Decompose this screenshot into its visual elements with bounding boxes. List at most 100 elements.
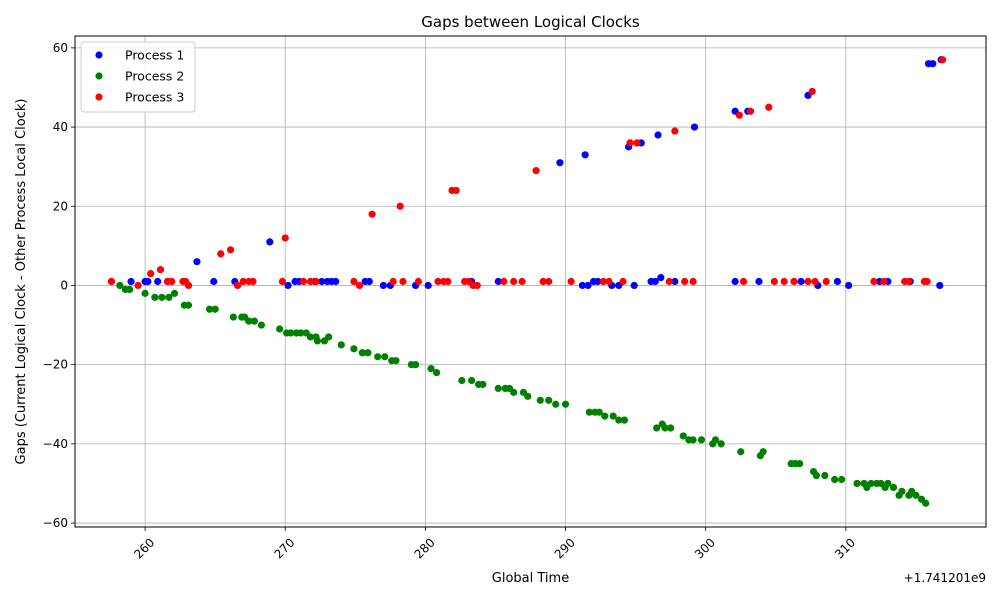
point-process-3 — [156, 266, 165, 274]
legend-label: Process 3 — [125, 90, 184, 105]
point-process-2 — [561, 400, 570, 408]
point-process-3 — [350, 277, 358, 286]
point-process-2 — [697, 436, 706, 444]
y-tick-label: 20 — [53, 199, 68, 213]
point-process-1 — [556, 159, 564, 167]
point-process-3 — [811, 277, 819, 286]
point-process-3 — [414, 277, 422, 286]
point-process-2 — [297, 329, 305, 337]
point-process-2 — [276, 325, 284, 333]
legend-label: Process 2 — [125, 69, 184, 84]
point-process-3 — [107, 277, 116, 286]
point-process-1 — [671, 277, 679, 286]
data-points — [107, 56, 947, 507]
point-process-3 — [605, 277, 613, 286]
legend: Process 1 Process 2 Process 3 — [80, 41, 196, 113]
x-tick-label: 290 — [552, 535, 578, 561]
y-axis-label: Gaps (Current Logical Clock - Other Proc… — [14, 99, 29, 465]
point-process-2 — [170, 289, 179, 297]
point-process-2 — [711, 436, 720, 444]
point-process-2 — [853, 479, 861, 488]
point-process-2 — [306, 333, 315, 341]
point-process-1 — [318, 277, 326, 286]
point-process-2 — [536, 396, 544, 404]
point-process-3 — [532, 167, 540, 175]
point-process-2 — [165, 293, 173, 301]
point-process-3 — [938, 56, 947, 64]
y-tick-label: −20 — [43, 358, 68, 372]
point-process-1 — [630, 281, 638, 290]
point-process-3 — [822, 277, 830, 286]
point-process-3 — [510, 277, 518, 286]
x-tick-label: 300 — [692, 535, 718, 561]
point-process-1 — [936, 281, 944, 290]
point-process-3 — [518, 277, 526, 286]
point-process-3 — [905, 277, 913, 286]
point-process-1 — [379, 281, 387, 290]
point-process-2 — [889, 483, 898, 492]
point-process-2 — [620, 416, 629, 424]
point-process-2 — [679, 432, 687, 440]
point-process-3 — [681, 277, 689, 286]
point-process-1 — [594, 277, 602, 286]
point-process-1 — [578, 281, 586, 290]
point-process-2 — [381, 353, 389, 361]
point-process-2 — [795, 460, 804, 468]
point-process-2 — [151, 293, 159, 301]
point-process-2 — [821, 471, 829, 480]
point-process-1 — [833, 277, 842, 286]
point-process-3 — [539, 277, 547, 286]
point-process-2 — [667, 424, 675, 432]
point-process-2 — [158, 293, 166, 301]
point-process-3 — [923, 277, 931, 286]
point-process-2 — [250, 317, 258, 325]
point-process-2 — [838, 475, 846, 484]
point-process-3 — [545, 277, 553, 286]
point-process-3 — [780, 277, 788, 286]
point-process-1 — [193, 258, 201, 266]
point-process-1 — [494, 277, 502, 286]
point-process-2 — [922, 499, 930, 507]
point-process-3 — [281, 234, 289, 242]
point-process-1 — [731, 277, 739, 286]
point-process-3 — [626, 139, 634, 147]
axis-ticks: 260 270 280 290 300 310 −60 −40 −20 0 20 40 60 — [43, 41, 859, 562]
point-process-3 — [147, 269, 155, 278]
point-process-2 — [867, 479, 875, 488]
point-process-2 — [364, 349, 372, 357]
point-process-1 — [654, 131, 662, 139]
point-process-3 — [299, 277, 308, 286]
point-process-1 — [154, 277, 162, 286]
point-process-2 — [411, 361, 420, 369]
legend-frame — [80, 41, 196, 113]
point-process-2 — [257, 321, 266, 329]
x-tick-label: 260 — [131, 535, 157, 561]
point-process-3 — [770, 277, 778, 286]
point-process-2 — [545, 396, 553, 404]
point-process-1 — [284, 281, 292, 290]
x-axis-label: Global Time — [492, 571, 569, 586]
x-tick-label: 270 — [271, 535, 297, 561]
point-process-3 — [765, 103, 773, 111]
point-process-2 — [468, 376, 476, 385]
point-process-3 — [567, 277, 575, 286]
point-process-1 — [651, 277, 659, 286]
point-process-3 — [355, 281, 364, 290]
point-process-3 — [399, 277, 407, 286]
point-process-2 — [609, 412, 617, 420]
point-process-2 — [432, 368, 441, 377]
point-process-3 — [880, 277, 888, 286]
point-process-2 — [812, 471, 821, 480]
point-process-3 — [217, 250, 225, 258]
plot-frame — [74, 35, 987, 528]
point-process-3 — [168, 277, 176, 286]
point-process-3 — [808, 87, 816, 96]
point-process-2 — [661, 424, 669, 432]
point-process-3 — [870, 277, 878, 286]
point-process-2 — [126, 285, 134, 294]
point-process-3 — [665, 277, 673, 286]
point-process-2 — [229, 313, 237, 321]
point-process-3 — [790, 277, 798, 286]
point-process-2 — [912, 491, 920, 499]
